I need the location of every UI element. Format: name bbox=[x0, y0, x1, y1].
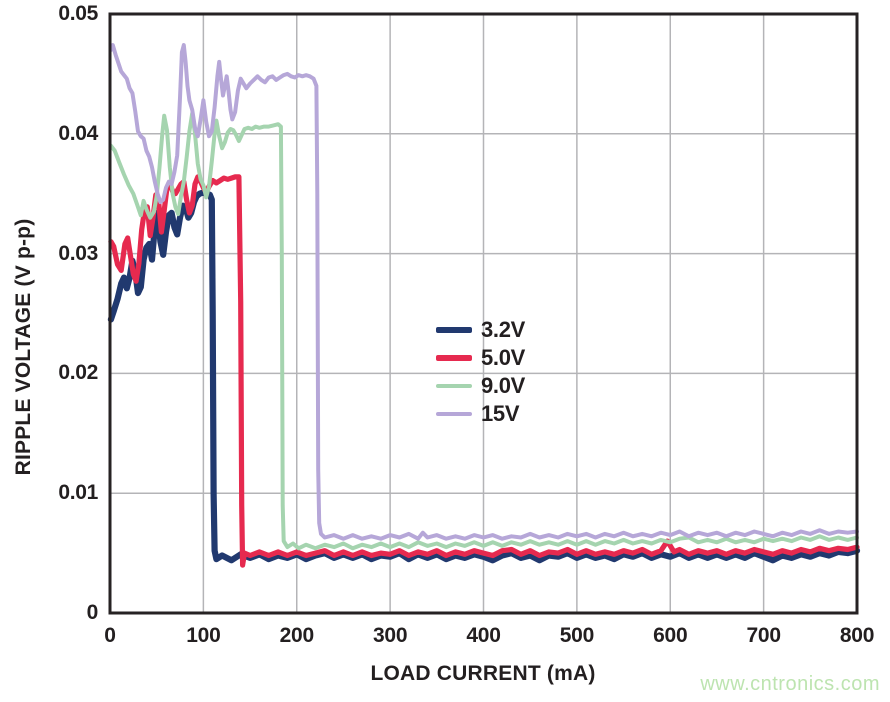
series-line-15V bbox=[108, 43, 859, 541]
legend-item-9v0: 9.0V bbox=[436, 372, 525, 400]
legend-swatch-15v bbox=[436, 412, 472, 416]
plot-frame bbox=[108, 12, 859, 615]
legend-swatch-5v0 bbox=[436, 355, 472, 361]
y-tick-0.05: 0.05 bbox=[58, 2, 98, 25]
y-tick-0.01: 0.01 bbox=[58, 481, 98, 505]
legend-item-5v0: 5.0V bbox=[436, 344, 525, 372]
x-tick-100: 100 bbox=[186, 624, 221, 647]
x-axis-title: LOAD CURRENT (mA) bbox=[370, 662, 596, 685]
legend-swatch-3v2 bbox=[436, 326, 472, 334]
y-tick-0: 0 bbox=[86, 601, 99, 624]
y-axis-title: RIPPLE VOLTAGE (V p-p) bbox=[12, 218, 35, 476]
x-tick-600: 600 bbox=[653, 624, 688, 647]
series-line-9.0V bbox=[108, 111, 859, 551]
x-tick-400: 400 bbox=[466, 624, 501, 647]
legend-label-3v2: 3.2V bbox=[481, 317, 526, 342]
legend-label-15v: 15V bbox=[481, 401, 520, 426]
x-tick-200: 200 bbox=[279, 624, 314, 647]
legend-label-5v0: 5.0V bbox=[481, 345, 526, 370]
legend-item-15v: 15V bbox=[436, 400, 525, 428]
legend-swatch-9v0 bbox=[436, 384, 472, 388]
legend-label-9v0: 9.0V bbox=[481, 373, 526, 398]
y-tick-0.04: 0.04 bbox=[58, 121, 98, 145]
legend: 3.2V 5.0V 9.0V 15V bbox=[436, 316, 525, 428]
y-tick-0.02: 0.02 bbox=[58, 361, 98, 385]
x-tick-0: 0 bbox=[104, 624, 116, 647]
y-tick-0.03: 0.03 bbox=[58, 241, 98, 265]
legend-item-3v2: 3.2V bbox=[436, 316, 525, 344]
x-tick-800: 800 bbox=[839, 624, 875, 647]
x-tick-300: 300 bbox=[373, 624, 408, 647]
x-tick-700: 700 bbox=[746, 624, 781, 647]
x-tick-500: 500 bbox=[559, 624, 594, 647]
watermark-link[interactable]: www.cntronics.com bbox=[700, 673, 880, 695]
